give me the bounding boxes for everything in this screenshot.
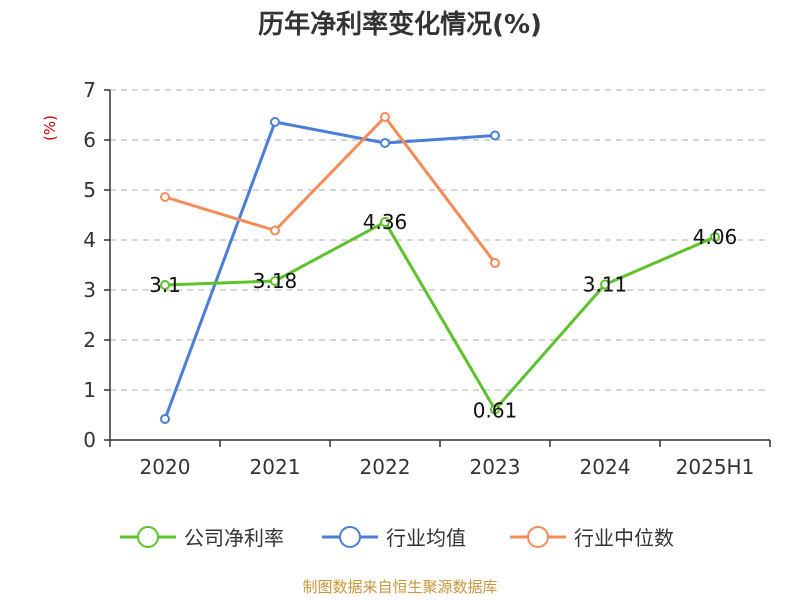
data-point xyxy=(270,117,280,127)
data-point xyxy=(270,225,280,236)
series-line xyxy=(163,120,496,420)
y-tick-label: 2 xyxy=(83,328,96,352)
y-tick-label: 1 xyxy=(83,378,96,402)
data-point xyxy=(490,404,500,415)
y-tick-label: 6 xyxy=(83,128,96,152)
x-tick-label: 2023 xyxy=(470,455,521,479)
legend-label: 行业均值 xyxy=(386,526,466,550)
series-line xyxy=(164,115,497,264)
y-tick-label: 0 xyxy=(83,428,96,452)
legend-marker xyxy=(137,526,159,548)
data-point xyxy=(380,138,390,148)
legend-marker xyxy=(527,526,549,548)
data-point xyxy=(270,276,280,286)
data-label: 0.61 xyxy=(473,399,518,423)
data-point xyxy=(490,130,500,141)
data-point xyxy=(600,279,610,290)
data-label: 4.36 xyxy=(363,210,408,234)
y-tick-label: 3 xyxy=(83,278,96,302)
data-label: 3.18 xyxy=(253,269,298,293)
data-point xyxy=(160,280,170,290)
data-label: 3.1 xyxy=(149,273,181,297)
x-tick-label: 2022 xyxy=(360,455,411,479)
data-point xyxy=(380,217,390,227)
data-point xyxy=(490,258,500,268)
x-tick-label: 2021 xyxy=(250,455,301,479)
legend-label: 公司净利率 xyxy=(184,526,284,550)
y-tick-label: 7 xyxy=(83,78,96,102)
data-label: 4.06 xyxy=(693,225,738,249)
legend-label: 行业中位数 xyxy=(574,526,674,550)
series-line xyxy=(164,220,716,411)
source-note: 制图数据来自恒生聚源数据库 xyxy=(302,578,498,596)
x-tick-label: 2024 xyxy=(580,455,631,479)
y-axis-unit-label: (%) xyxy=(41,115,59,141)
y-tick-label: 5 xyxy=(83,178,96,202)
x-tick-label: 2020 xyxy=(140,455,191,479)
data-point xyxy=(710,232,720,242)
chart-title: 历年净利率变化情况(%) xyxy=(258,10,542,40)
data-point xyxy=(380,112,390,122)
legend-marker xyxy=(339,526,361,548)
data-label: 3.11 xyxy=(583,273,628,297)
x-tick-label: 2025H1 xyxy=(676,455,755,479)
y-tick-label: 4 xyxy=(83,228,96,252)
data-point xyxy=(160,192,170,202)
data-point xyxy=(160,414,170,424)
